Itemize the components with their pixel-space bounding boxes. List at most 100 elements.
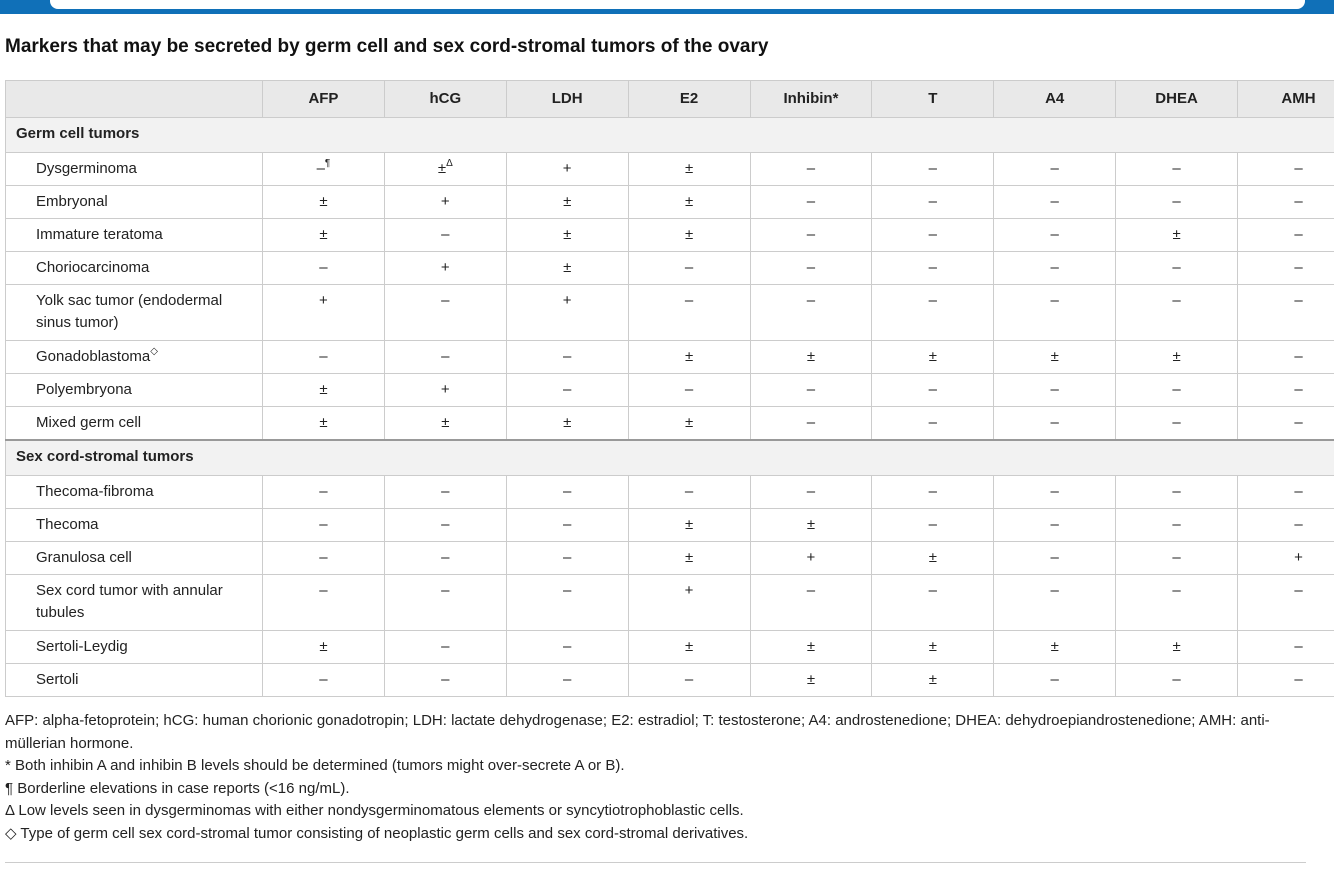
cell: ±	[749, 663, 873, 697]
cell: –	[383, 475, 507, 509]
header-cell: AFP	[262, 80, 385, 118]
label-text: Embryonal	[36, 193, 108, 210]
cell: –	[1237, 152, 1334, 186]
cell: –	[505, 541, 629, 575]
cell: –	[383, 340, 507, 374]
cell: –	[749, 373, 873, 407]
cell: –	[1115, 663, 1238, 697]
cell: ±	[871, 340, 995, 374]
cell: –	[993, 406, 1117, 441]
cell: –	[262, 508, 385, 542]
cell: +	[383, 373, 507, 407]
table-row: Polyembryona ± + – – – – – – –	[5, 373, 1334, 407]
cell: –	[505, 508, 629, 542]
cell: –	[993, 508, 1117, 542]
cell: –	[1237, 373, 1334, 407]
cell: –	[749, 152, 873, 186]
cell: –	[1237, 508, 1334, 542]
cell: ±	[505, 406, 629, 441]
cell: ±	[262, 630, 385, 664]
row-label: Gonadoblastoma◇	[5, 340, 263, 374]
footnote: Δ Low levels seen in dysgerminomas with …	[5, 802, 744, 820]
table-row: Sertoli-Leydig ± – – ± ± ± ± ± –	[5, 630, 1334, 664]
cell: –	[993, 218, 1117, 252]
footnotes: AFP: alpha-fetoprotein; hCG: human chori…	[5, 710, 1317, 846]
footnote: AFP: alpha-fetoprotein; hCG: human chori…	[5, 712, 1270, 752]
cell: –	[383, 508, 507, 542]
cell: –	[627, 373, 751, 407]
cell: –	[1237, 574, 1334, 631]
cell: –	[1115, 475, 1238, 509]
cell: –	[505, 373, 629, 407]
cell: ±	[1115, 218, 1238, 252]
cell: ±	[749, 508, 873, 542]
section-title: Germ cell tumors	[5, 117, 1334, 153]
top-bar	[0, 0, 1334, 14]
cell: –	[505, 663, 629, 697]
cell: ±	[627, 630, 751, 664]
cell: ±	[627, 185, 751, 219]
cell: ±	[505, 251, 629, 285]
cell: –	[627, 663, 751, 697]
search-box[interactable]	[50, 0, 1305, 9]
cell: +	[627, 574, 751, 631]
cell: +	[1237, 541, 1334, 575]
table-row: Mixed germ cell ± ± ± ± – – – – –	[5, 406, 1334, 441]
cell: –	[1115, 508, 1238, 542]
cell: ±	[627, 508, 751, 542]
row-label: Granulosa cell	[5, 541, 263, 575]
cell: –	[871, 284, 995, 341]
cell: –	[505, 630, 629, 664]
cell: –	[1237, 185, 1334, 219]
cell: ±	[749, 340, 873, 374]
cell: –	[993, 475, 1117, 509]
cell: –	[993, 251, 1117, 285]
cell: –	[993, 185, 1117, 219]
label-text: Sertoli-Leydig	[36, 638, 128, 655]
label-text: Thecoma-fibroma	[36, 483, 154, 500]
cell-superscript: Δ	[446, 158, 453, 169]
cell: –	[505, 340, 629, 374]
label-text: Sex cord tumor with annular tubules	[36, 582, 223, 621]
cell: –	[1115, 406, 1238, 441]
cell: +	[262, 284, 385, 341]
section-title: Sex cord-stromal tumors	[5, 439, 1334, 476]
cell: –¶	[262, 152, 385, 186]
table-row: Embryonal ± + ± ± – – – – –	[5, 185, 1334, 219]
cell: ±	[993, 340, 1117, 374]
cell: –	[871, 373, 995, 407]
cell: ±	[871, 630, 995, 664]
cell: –	[1115, 541, 1238, 575]
cell: ±	[505, 185, 629, 219]
header-cell: AMH	[1237, 80, 1334, 118]
row-label: Dysgerminoma	[5, 152, 263, 186]
header-cell: Inhibin*	[749, 80, 873, 118]
row-label: Thecoma-fibroma	[5, 475, 263, 509]
cell: –	[1115, 284, 1238, 341]
row-label: Choriocarcinoma	[5, 251, 263, 285]
table-row: Granulosa cell – – – ± + ± – – +	[5, 541, 1334, 575]
cell: –	[871, 475, 995, 509]
cell: –	[993, 574, 1117, 631]
cell: +	[505, 152, 629, 186]
cell: –	[1237, 340, 1334, 374]
cell: +	[749, 541, 873, 575]
cell: –	[749, 218, 873, 252]
cell: –	[1237, 475, 1334, 509]
cell: –	[1115, 251, 1238, 285]
header-cell: A4	[993, 80, 1117, 118]
cell: –	[262, 475, 385, 509]
header-cell: LDH	[505, 80, 629, 118]
label-text: Dysgerminoma	[36, 160, 137, 177]
cell: ±	[871, 541, 995, 575]
cell: –	[871, 508, 995, 542]
cell: –	[1237, 218, 1334, 252]
cell: –	[383, 284, 507, 341]
header-cell	[5, 80, 263, 118]
label-text: Choriocarcinoma	[36, 259, 150, 276]
table-row: Gonadoblastoma◇ – – – ± ± ± ± ± –	[5, 340, 1334, 374]
cell-text: ±	[437, 160, 447, 177]
row-label: Embryonal	[5, 185, 263, 219]
label-text: Sertoli	[36, 671, 79, 688]
